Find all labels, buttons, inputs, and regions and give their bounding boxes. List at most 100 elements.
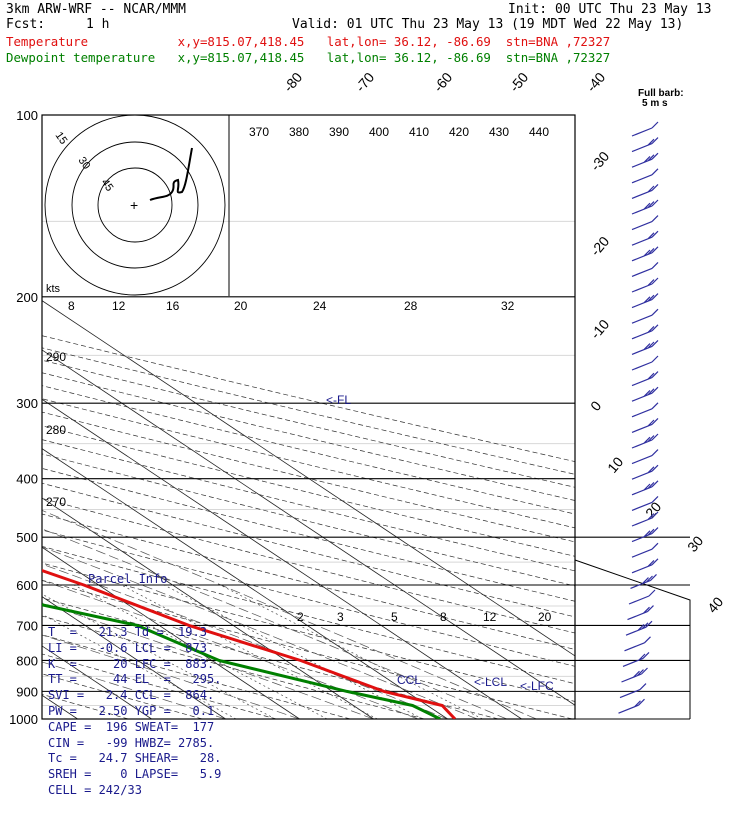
mixing-ratio-label: 12 <box>483 610 497 624</box>
isotherm <box>42 596 226 719</box>
wind-barb <box>631 558 659 574</box>
parcel-info-row: K = 20 LFC = 883. <box>48 656 215 671</box>
hodograph-speed-label: 12 <box>112 299 126 313</box>
theta-label: 280 <box>46 423 66 437</box>
wind-barb <box>631 371 659 387</box>
theta-label: 400 <box>369 125 389 139</box>
theta-label: 390 <box>329 125 349 139</box>
dry-adiabat <box>42 335 575 462</box>
wind-barb <box>631 199 659 215</box>
pressure-tick-label: 300 <box>16 396 38 411</box>
dry-adiabat <box>42 562 575 702</box>
pressure-tick-label: 600 <box>16 578 38 593</box>
wind-barb <box>631 339 659 355</box>
wind-barb <box>631 168 659 184</box>
hodograph-speed-label: 16 <box>166 299 180 313</box>
hodograph-speed-label: 32 <box>501 299 515 313</box>
hodograph-ring-label: 30 <box>76 155 93 172</box>
wind-barb <box>631 464 659 480</box>
pressure-tick-label: 200 <box>16 290 38 305</box>
wind-barb <box>631 324 659 340</box>
mixing-ratio-label: 2 <box>297 610 304 624</box>
barb-key-title: Full barb: <box>638 88 684 99</box>
isotherm <box>42 398 522 719</box>
moist-adiabat <box>42 546 478 719</box>
isotherm-label: -10 <box>587 316 612 342</box>
parcel-info-panel: Parcel Info T = 21.3 Td = 19.3 LI = -0.6 … <box>48 540 230 815</box>
theta-label: 290 <box>46 350 66 364</box>
level-annotation: <-FL <box>326 393 351 407</box>
parcel-info-row: CELL = 242/33 <box>48 782 142 797</box>
wind-barb <box>631 308 659 324</box>
wind-barb <box>627 605 654 621</box>
dewpoint-profile <box>42 603 441 719</box>
theta-label: 270 <box>46 495 66 509</box>
model-title: 3km ARW-WRF -- NCAR/MMM <box>6 2 187 17</box>
dry-adiabat <box>42 597 499 719</box>
isotherm-label: 30 <box>684 533 706 555</box>
theta-label: 420 <box>449 125 469 139</box>
isotherm-label: -40 <box>583 69 608 95</box>
pressure-tick-label: 900 <box>16 684 38 699</box>
wind-barb <box>630 573 657 589</box>
dry-adiabat <box>42 634 351 719</box>
wind-barb <box>631 137 659 153</box>
dry-adiabat <box>42 482 575 618</box>
wind-barbs <box>618 121 659 714</box>
parcel-info-row: Tc = 24.7 SHEAR= 28. <box>48 751 222 766</box>
isotherm <box>42 349 575 706</box>
fcst-value: 1 h <box>86 17 110 32</box>
theta-label: 410 <box>409 125 429 139</box>
parcel-info-title: Parcel Info <box>88 571 168 586</box>
isotherm-label: 10 <box>604 454 626 476</box>
wind-barb <box>631 183 659 199</box>
hodograph-speed-label: 8 <box>68 299 75 313</box>
dry-adiabat <box>42 498 575 634</box>
hodograph-center: + <box>130 197 138 213</box>
isotherm-label: -70 <box>352 69 377 95</box>
parcel-info-row: T = 21.3 Td = 19.3 <box>48 624 207 639</box>
frame-extension <box>574 559 691 719</box>
wind-barb <box>624 636 651 652</box>
level-annotation: CCL <box>397 673 421 687</box>
wind-barb <box>628 589 656 605</box>
dry-adiabat <box>42 545 575 685</box>
parcel-info-row: CIN = -99 HWBZ= 2785. <box>48 735 215 750</box>
plot-frame <box>41 114 576 720</box>
mixing-ratio-label: 20 <box>538 610 552 624</box>
wind-barb <box>631 293 659 309</box>
hodograph-ring-label: 45 <box>99 177 116 194</box>
hodograph: +45 30 15 kts 8 12 16 20 24 28 32 <box>44 114 515 313</box>
hodograph-speed-label: 24 <box>313 299 327 313</box>
isotherm <box>0 115 4 719</box>
level-annotation: <-LFC <box>520 679 554 693</box>
pressure-tick-label: 1000 <box>9 712 38 727</box>
wind-barb <box>631 542 659 558</box>
level-annotation: <-LCL <box>474 675 507 689</box>
wind-barb <box>631 386 659 402</box>
pressure-tick-label: 500 <box>16 530 38 545</box>
hodograph-trace <box>149 147 193 201</box>
mixing-ratio-label: 3 <box>337 610 344 624</box>
isotherm <box>42 497 374 719</box>
wind-barb <box>631 277 659 293</box>
isotherm <box>42 300 575 657</box>
fcst-label: Fcst: <box>6 17 46 32</box>
hodograph-unit-label: kts <box>46 283 61 295</box>
wind-barb <box>622 651 650 667</box>
hodograph-ring <box>44 114 226 296</box>
wind-barb <box>631 527 659 543</box>
valid-time: Valid: 01 UTC Thu 23 May 13 (19 MDT Wed … <box>292 17 684 32</box>
wind-barb <box>631 355 659 371</box>
isotherm-label: 0 <box>587 398 604 414</box>
pressure-tick-label: 800 <box>16 653 38 668</box>
pressure-tick-label: 400 <box>16 472 38 487</box>
parcel-info-row: CAPE = 196 SWEAT= 177 <box>48 719 215 734</box>
wind-barb <box>631 402 659 418</box>
wind-barb <box>621 667 648 683</box>
wind-barb <box>631 152 659 168</box>
dry-adiabat <box>42 347 575 475</box>
init-time: Init: 00 UTC Thu 23 May 13 <box>508 2 712 17</box>
wind-barb <box>631 215 659 231</box>
